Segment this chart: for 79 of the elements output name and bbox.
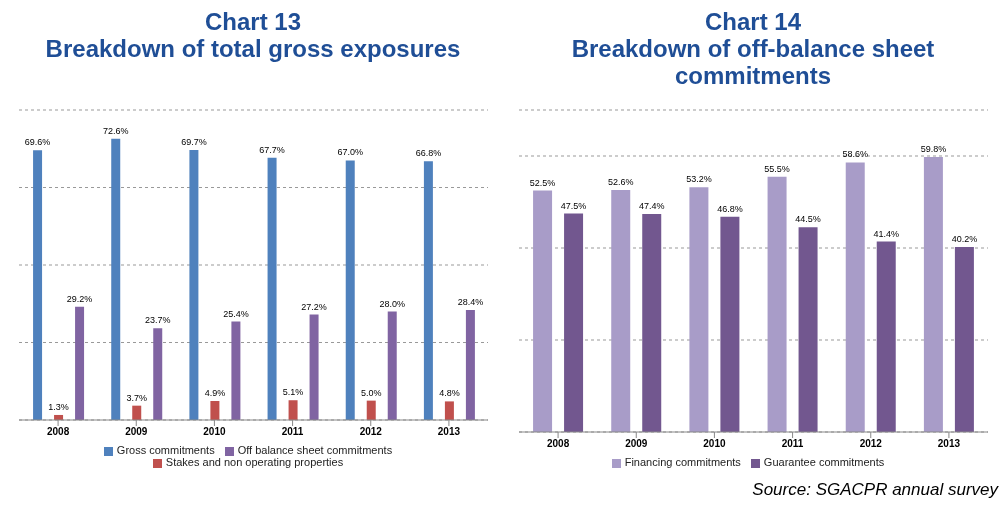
data-label: 29.2% <box>66 293 93 304</box>
data-label: 5.1% <box>282 387 304 398</box>
bar <box>153 328 163 420</box>
x-tick-label: 2012 <box>359 426 383 438</box>
data-label: 55.5% <box>764 163 790 174</box>
data-label: 5.0% <box>360 387 382 398</box>
bar <box>444 401 454 420</box>
x-tick-label: 2012 <box>859 438 883 450</box>
data-label: 1.3% <box>48 401 69 412</box>
data-label: 4.8% <box>439 388 460 399</box>
bar <box>689 187 709 432</box>
bar <box>876 241 896 432</box>
bar <box>954 247 974 432</box>
bar <box>132 405 142 420</box>
x-tick-label: 2011 <box>781 438 804 450</box>
chart-title: Chart 14 Breakdown of off-balance sheet commitments <box>570 8 936 91</box>
data-label: 47.5% <box>560 200 587 211</box>
data-label: 27.2% <box>301 301 327 312</box>
data-label: 52.5% <box>529 177 556 188</box>
bar <box>267 157 277 420</box>
legend-label: Off balance sheet commitments <box>237 444 393 456</box>
data-label: 67.7% <box>259 144 285 155</box>
x-tick-label: 2013 <box>937 438 961 450</box>
x-tick-label: 2010 <box>703 438 726 450</box>
data-label: 46.8% <box>717 203 743 214</box>
data-label: 3.7% <box>126 392 147 403</box>
data-label: 28.4% <box>457 296 484 307</box>
x-tick-label: 2008 <box>546 438 570 450</box>
bar <box>366 400 376 420</box>
data-label: 40.2% <box>951 234 978 245</box>
bar <box>923 156 943 432</box>
bar <box>533 190 553 432</box>
source-note: Source: SGACPR annual survey <box>751 480 998 500</box>
data-label: 67.0% <box>337 147 363 158</box>
bar <box>288 400 298 420</box>
legend-label: Gross commitments <box>116 444 215 456</box>
bar <box>564 213 584 432</box>
legend-label: Guarantee commitments <box>763 456 885 468</box>
bar <box>111 138 121 420</box>
data-label: 58.6% <box>842 149 868 160</box>
bar <box>767 176 787 432</box>
data-label: 23.7% <box>144 315 171 326</box>
data-label: 44.5% <box>795 214 821 225</box>
data-label: 69.7% <box>181 136 207 147</box>
data-label: 53.2% <box>686 174 712 185</box>
bar <box>642 213 662 432</box>
bar <box>309 314 319 420</box>
legend-label: Financing commitments <box>624 456 741 468</box>
chart-title: Chart 13 Breakdown of total gross exposures <box>44 8 462 64</box>
data-label: 59.8% <box>920 143 947 154</box>
data-label: 41.4% <box>873 228 899 239</box>
x-tick-label: 2008 <box>46 426 70 438</box>
data-label: 69.6% <box>24 137 51 148</box>
data-label: 52.6% <box>607 177 634 188</box>
bar <box>845 162 865 432</box>
x-tick-label: 2011 <box>281 426 304 438</box>
x-tick-label: 2009 <box>625 438 648 450</box>
bar <box>423 161 433 420</box>
x-tick-label: 2013 <box>437 426 461 438</box>
x-tick-label: 2009 <box>125 426 148 438</box>
legend-label: Stakes and non operating properties <box>165 456 344 468</box>
bar <box>75 306 85 420</box>
bar <box>231 321 241 420</box>
bar <box>611 190 631 432</box>
data-label: 47.4% <box>638 200 665 211</box>
bar <box>33 150 43 420</box>
bar <box>345 160 355 420</box>
bar <box>189 149 199 420</box>
bar <box>720 216 740 432</box>
bar <box>210 401 220 420</box>
bar <box>387 311 397 420</box>
data-label: 72.6% <box>102 125 129 136</box>
data-label: 66.8% <box>415 148 442 159</box>
bar <box>465 309 475 420</box>
data-label: 4.9% <box>204 388 226 399</box>
data-label: 25.4% <box>223 308 249 319</box>
bar <box>798 227 818 432</box>
data-label: 28.0% <box>379 298 405 309</box>
x-tick-label: 2010 <box>203 426 226 438</box>
